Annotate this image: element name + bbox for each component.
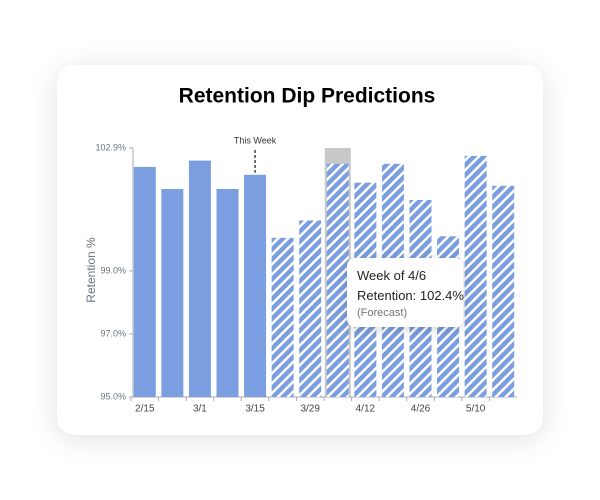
tooltip: Week of 4/6 Retention: 102.4% (Forecast) <box>347 258 464 327</box>
annotation: This Week <box>234 135 277 145</box>
y-tick-label: 95.0% <box>100 391 126 401</box>
bar <box>216 188 239 397</box>
x-tick-label: 4/12 <box>356 404 376 415</box>
x-tick-label: 4/26 <box>411 404 431 415</box>
x-tick-label: 5/10 <box>466 404 486 415</box>
x-tick-label: 3/1 <box>193 404 207 415</box>
x-tick-label: 2/15 <box>135 404 155 415</box>
bar <box>244 174 267 397</box>
chart-title: Retention Dip Predictions <box>179 85 436 108</box>
bar <box>161 188 184 397</box>
bar <box>299 220 322 397</box>
bar <box>133 166 156 397</box>
y-tick-label: 97.0% <box>100 328 126 338</box>
bar <box>271 237 294 397</box>
y-axis-label: Retention % <box>84 237 98 303</box>
bar <box>188 160 211 397</box>
bar <box>492 185 515 397</box>
tooltip-title: Week of 4/6 <box>357 268 427 283</box>
tooltip-text: Retention: 102.4% <box>357 288 464 303</box>
bar <box>326 163 349 397</box>
bar <box>464 155 487 397</box>
tooltip-note: (Forecast) <box>357 307 408 319</box>
y-tick-label: 102.9% <box>95 142 126 152</box>
x-tick-label: 3/15 <box>245 404 265 415</box>
y-tick-label: 99.0% <box>100 265 126 275</box>
x-tick-label: 3/29 <box>300 404 320 415</box>
